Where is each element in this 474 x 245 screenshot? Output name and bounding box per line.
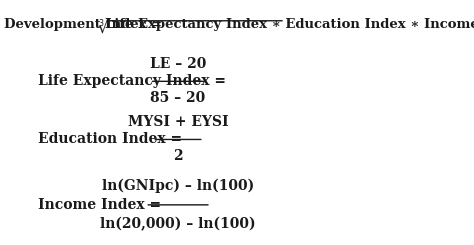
Text: ln(20,000) – ln(100): ln(20,000) – ln(100): [100, 217, 256, 231]
Text: Education Index =: Education Index =: [38, 133, 187, 147]
Text: LE – 20: LE – 20: [150, 57, 206, 71]
Text: Income Index =: Income Index =: [38, 198, 166, 212]
Text: 2: 2: [173, 149, 183, 163]
Text: Development Index =: Development Index =: [4, 18, 167, 31]
Text: Life Expectancy Index ∗ Education Index ∗ Income Index: Life Expectancy Index ∗ Education Index …: [105, 18, 474, 31]
Text: MYSI + EYSI: MYSI + EYSI: [128, 115, 228, 130]
Text: $\sqrt[3]{\mathregular{}}$: $\sqrt[3]{\mathregular{}}$: [98, 18, 114, 38]
Text: ln(GNIpc) – ln(100): ln(GNIpc) – ln(100): [102, 178, 254, 193]
Text: 85 – 20: 85 – 20: [150, 91, 206, 105]
Text: Life Expectancy Index =: Life Expectancy Index =: [38, 74, 231, 88]
